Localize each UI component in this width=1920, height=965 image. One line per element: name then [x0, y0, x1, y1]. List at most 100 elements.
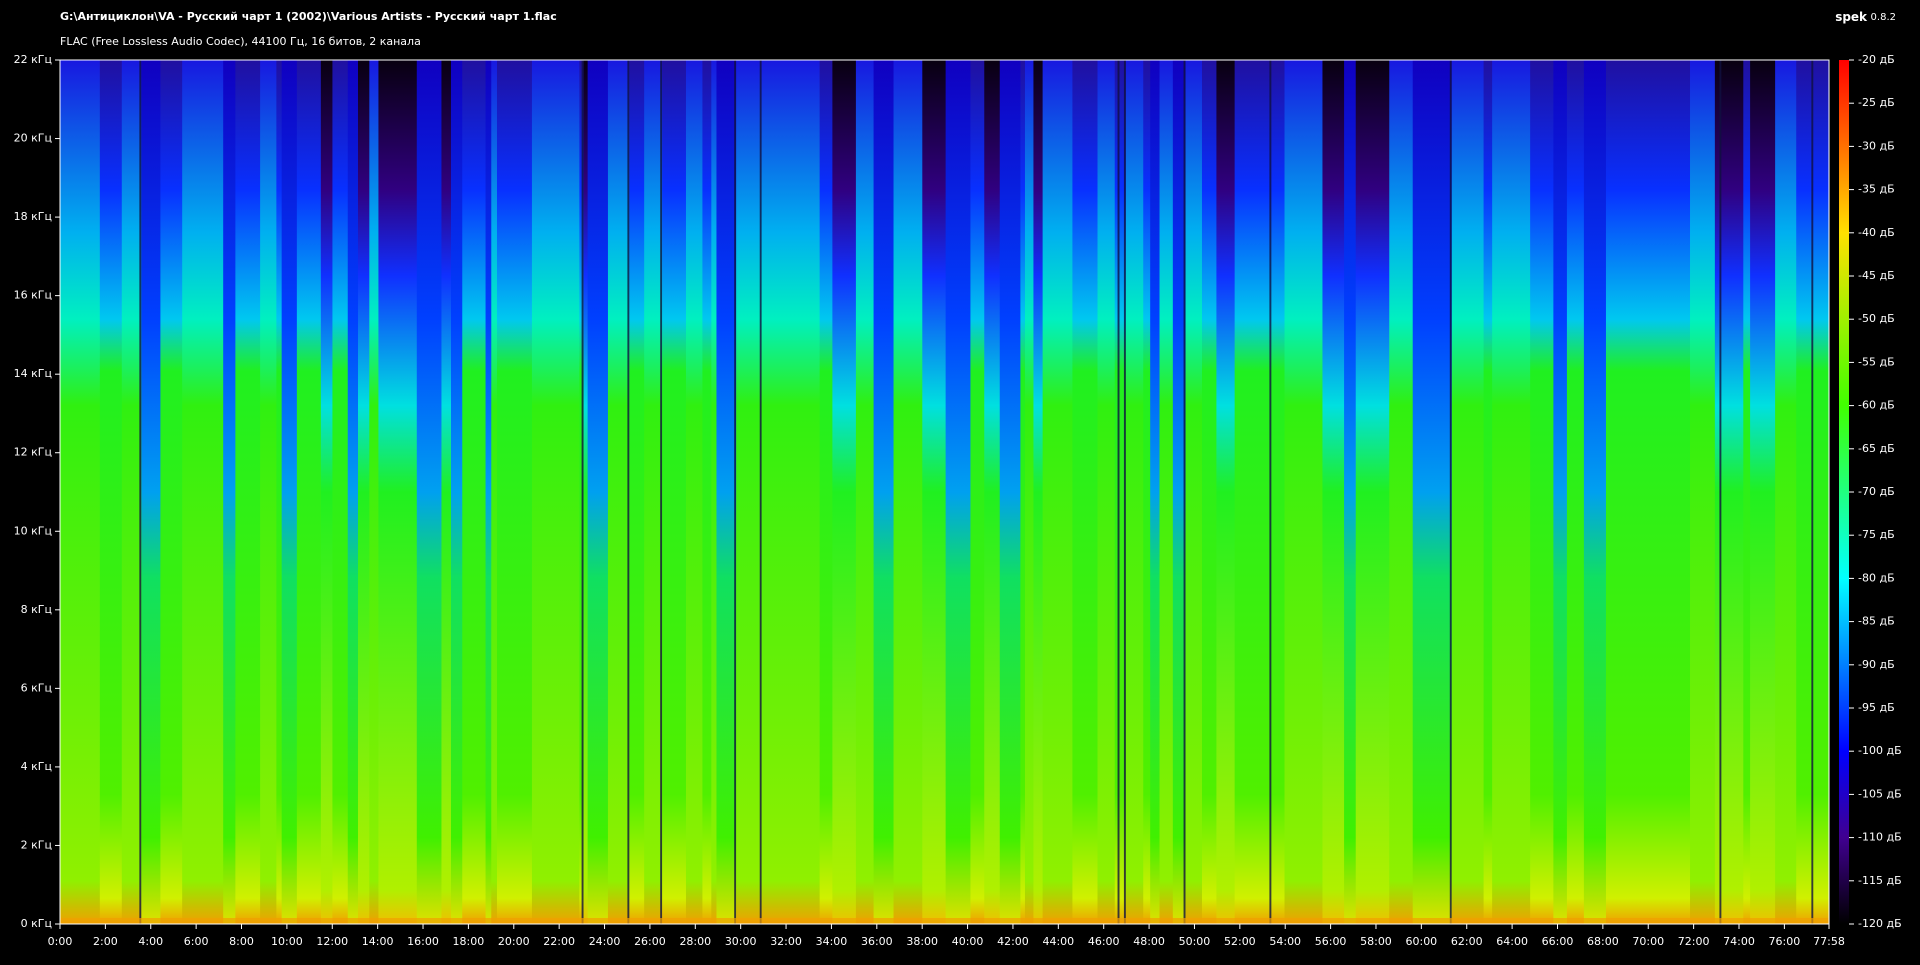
- spectrum-band: [223, 60, 236, 924]
- spectrum-band: [930, 60, 947, 924]
- spectrum-band: [873, 60, 895, 924]
- spectrum-band: [1048, 60, 1073, 924]
- x-tick-label: 34:00: [816, 935, 848, 948]
- x-tick-label: 50:00: [1179, 935, 1211, 948]
- spectrum-band: [555, 60, 580, 924]
- x-tick-label: 62:00: [1451, 935, 1483, 948]
- colorbar-tick-label: -65 дБ: [1858, 442, 1895, 455]
- track-gap: [1449, 60, 1452, 924]
- spectrum-band: [617, 60, 630, 924]
- spectrum-band: [1714, 60, 1722, 924]
- colorbar-tick-label: -40 дБ: [1858, 226, 1895, 239]
- x-tick-label: 70:00: [1632, 935, 1664, 948]
- spectrum-band: [893, 60, 905, 924]
- y-tick-label: 16 кГц: [14, 289, 52, 302]
- spectrum-band: [685, 60, 703, 924]
- track-gap: [759, 60, 762, 924]
- spectrum-band: [450, 60, 463, 924]
- y-tick-label: 2 кГц: [21, 838, 52, 851]
- spectrum-band: [1750, 60, 1776, 924]
- x-tick-label: 10:00: [271, 935, 303, 948]
- colorbar-tick-label: -55 дБ: [1858, 355, 1895, 368]
- spectrum-band: [401, 60, 418, 924]
- spectrum-band: [1194, 60, 1203, 924]
- y-tick-label: 6 кГц: [21, 681, 52, 694]
- spectrum-band: [485, 60, 492, 924]
- x-tick-label: 46:00: [1088, 935, 1120, 948]
- spectrum-band: [1463, 60, 1485, 924]
- colorbar-tick-label: -50 дБ: [1858, 312, 1895, 325]
- track-gap: [627, 60, 630, 924]
- spectrum-band: [462, 60, 487, 924]
- spectrum-band: [1271, 60, 1286, 924]
- spectrum-band: [1344, 60, 1357, 924]
- spectrum-band: [1234, 60, 1262, 924]
- x-tick-label: 30:00: [725, 935, 757, 948]
- spectrum-band: [1159, 60, 1174, 924]
- spectrum-band: [922, 60, 932, 924]
- file-info: FLAC (Free Lossless Audio Codec), 44100 …: [60, 35, 421, 48]
- spectrum-band: [1020, 60, 1026, 924]
- spectrum-band: [1114, 60, 1121, 924]
- colorbar-tick-label: -100 дБ: [1858, 744, 1902, 757]
- colorbar-tick-label: -120 дБ: [1858, 917, 1902, 930]
- x-tick-label: 14:00: [362, 935, 394, 948]
- spectrum-band: [296, 60, 322, 924]
- x-tick-label: 24:00: [589, 935, 621, 948]
- spectrum-band: [182, 60, 207, 924]
- spectrum-band: [711, 60, 717, 924]
- track-gap: [1719, 60, 1722, 924]
- x-tick-label: 66:00: [1542, 935, 1574, 948]
- x-tick-label: 40:00: [952, 935, 984, 948]
- spectrum-band: [1143, 60, 1151, 924]
- y-tick-label: 8 кГц: [21, 603, 52, 616]
- spectrum-band: [235, 60, 248, 924]
- spectrum-band: [260, 60, 277, 924]
- spectrum-band: [1583, 60, 1607, 924]
- x-tick-label: 4:00: [138, 935, 163, 948]
- app-label: spek 0.8.2: [1835, 10, 1896, 24]
- spectrum-band: [1743, 60, 1751, 924]
- spectrum-band: [1172, 60, 1187, 924]
- spectrum-band: [587, 60, 609, 924]
- spectrum-band: [761, 60, 786, 924]
- spectrum-band: [855, 60, 875, 924]
- spectrum-band: [320, 60, 333, 924]
- spectrum-band: [378, 60, 402, 924]
- spectrum-band: [531, 60, 556, 924]
- spectrum-band: [644, 60, 663, 924]
- x-tick-label: 28:00: [679, 935, 711, 948]
- x-tick-label: 60:00: [1405, 935, 1437, 948]
- x-tick-label: 32:00: [770, 935, 802, 948]
- app-version: 0.8.2: [1871, 12, 1896, 23]
- spectrum-band: [1412, 60, 1427, 924]
- colorbar-tick-label: -25 дБ: [1858, 96, 1895, 109]
- spectrum-band: [347, 60, 359, 924]
- x-tick-label: 56:00: [1315, 935, 1347, 948]
- x-tick-label: 42:00: [997, 935, 1029, 948]
- spectrum-band: [1796, 60, 1814, 924]
- x-tick-label: 76:00: [1769, 935, 1801, 948]
- spectrum-band: [357, 60, 370, 924]
- spectrum-band: [810, 60, 821, 924]
- y-tick-label: 22 кГц: [14, 53, 52, 66]
- x-tick-label: 64:00: [1496, 935, 1528, 948]
- x-tick-label: 2:00: [93, 935, 118, 948]
- spectrum-band: [83, 60, 101, 924]
- colorbar: [1839, 60, 1849, 924]
- x-tick-label: 18:00: [453, 935, 485, 948]
- spectrum-band: [819, 60, 833, 924]
- colorbar-tick-label: -95 дБ: [1858, 701, 1895, 714]
- spectrum-band: [1775, 60, 1797, 924]
- spectrum-band: [60, 60, 65, 924]
- x-tick-label: 20:00: [498, 935, 530, 948]
- colorbar-tick-label: -45 дБ: [1858, 269, 1895, 282]
- spectrum-band: [1690, 60, 1716, 924]
- spectrum-band: [583, 60, 589, 924]
- spectrum-band: [1492, 60, 1499, 924]
- spectrum-band: [1322, 60, 1345, 924]
- spectrum-band: [1042, 60, 1049, 924]
- spectrum-band: [160, 60, 183, 924]
- colorbar-tick-label: -115 дБ: [1858, 874, 1902, 887]
